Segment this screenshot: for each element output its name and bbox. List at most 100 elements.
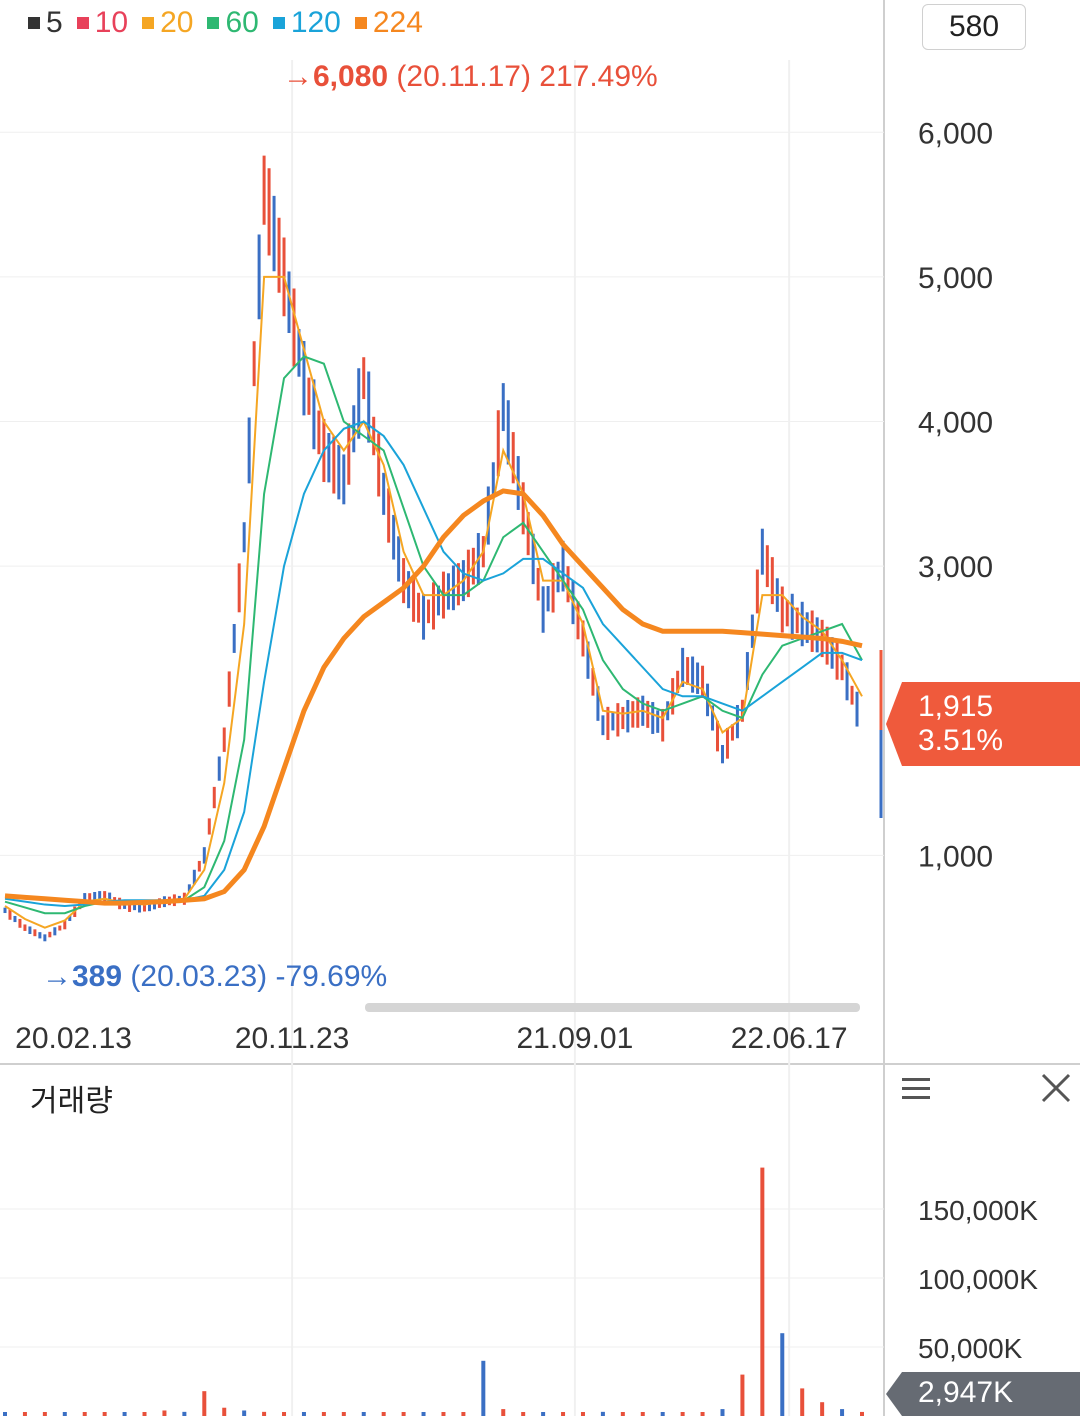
volume-bar	[780, 1333, 785, 1416]
volume-bar	[840, 1409, 845, 1416]
menu-icon[interactable]	[900, 1074, 932, 1104]
volume-bar	[481, 1360, 486, 1416]
legend-swatch	[28, 17, 40, 29]
legend-label: 5	[46, 6, 63, 39]
legend-swatch	[272, 17, 285, 29]
volume-bar	[182, 1411, 187, 1416]
volume-tick-label: 100,000K	[918, 1264, 1038, 1295]
volume-bar	[401, 1412, 406, 1416]
close-icon-glyph	[1041, 1073, 1071, 1103]
volume-bar	[42, 1412, 47, 1416]
volume-bar	[860, 1411, 864, 1416]
volume-bar	[441, 1412, 446, 1416]
legend-item-ma60: 60	[207, 6, 259, 40]
menu-icon-glyph	[902, 1078, 930, 1099]
current-price: 1,915	[918, 690, 994, 723]
high-annotation: →6,080 (20.11.17) 217.49%	[283, 60, 658, 93]
volume-bar	[122, 1412, 127, 1416]
volume-bar	[700, 1412, 705, 1416]
volume-bar	[680, 1412, 685, 1416]
low-value: 389	[72, 960, 122, 993]
volume-tick-label: 50,000K	[918, 1333, 1023, 1364]
current-volume: 2,947K	[918, 1376, 1014, 1409]
volume-bar	[301, 1412, 306, 1416]
volume-bar	[162, 1410, 167, 1416]
volume-bar	[521, 1412, 526, 1416]
volume-bar	[720, 1409, 725, 1416]
current-price-tag: 1,915 3.51%	[886, 682, 1080, 766]
volume-bar	[660, 1412, 665, 1416]
legend-label: 60	[225, 6, 259, 39]
legend-item-ma20: 20	[142, 6, 193, 40]
volume-bar	[640, 1412, 645, 1416]
close-icon[interactable]	[1040, 1072, 1072, 1104]
legend-item-ma5: 5	[28, 6, 63, 40]
volume-bar	[202, 1391, 207, 1416]
volume-bar	[600, 1411, 605, 1416]
volume-bar	[82, 1412, 87, 1416]
volume-bar	[580, 1412, 585, 1416]
legend-item-ma10: 10	[76, 6, 129, 40]
ma-line-120	[4, 420, 863, 908]
legend-swatch	[354, 17, 367, 29]
price-tick-label: 1,000	[918, 840, 993, 873]
volume-bar	[561, 1412, 566, 1416]
legend-item-ma120: 120	[272, 6, 341, 40]
volume-bar	[541, 1412, 546, 1416]
volume-bar	[262, 1411, 267, 1416]
price-tag-text: 1,915 3.51%	[918, 690, 1003, 758]
ma-line-60	[4, 355, 863, 915]
date-tick-label: 22.06.17	[731, 1022, 848, 1055]
high-arrow: →	[283, 60, 313, 93]
volume-bar	[3, 1412, 7, 1416]
volume-bar	[760, 1167, 765, 1416]
current-change-pct: 3.51%	[918, 724, 1004, 757]
ma-line-5	[5, 190, 862, 938]
legend-swatch	[76, 17, 89, 29]
volume-bar	[102, 1412, 107, 1416]
volume-bar	[22, 1412, 27, 1416]
volume-bar	[740, 1374, 745, 1416]
volume-bar	[381, 1412, 386, 1416]
low-arrow: →	[42, 960, 72, 993]
low-date-pct: (20.03.23) -79.69%	[122, 960, 387, 993]
current-volume-tag: 2,947K	[886, 1372, 1080, 1416]
legend-swatch	[207, 17, 220, 29]
date-tick-label: 20.02.13	[15, 1022, 132, 1055]
period-selector[interactable]: 580	[922, 4, 1026, 50]
volume-bar	[820, 1402, 825, 1416]
date-tick-label: 20.11.23	[235, 1022, 350, 1055]
volume-tick-label: 150,000K	[918, 1195, 1038, 1226]
ma-legend: 5 10 20 60 120 224	[28, 6, 423, 40]
volume-tag-shape	[886, 1372, 1080, 1416]
legend-label: 20	[160, 6, 194, 39]
volume-bar	[341, 1412, 346, 1416]
legend-label: 120	[290, 6, 341, 39]
date-tick-label: 21.09.01	[517, 1022, 634, 1055]
legend-item-ma224: 224	[354, 6, 423, 40]
price-tick-label: 4,000	[918, 407, 993, 440]
price-tag-shape	[886, 682, 1080, 766]
volume-bar	[62, 1412, 67, 1416]
scrollbar-thumb[interactable]	[365, 1003, 860, 1012]
low-annotation: →389 (20.03.23) -79.69%	[42, 960, 387, 993]
legend-swatch	[142, 17, 155, 29]
volume-bar	[501, 1409, 506, 1416]
price-tick-label: 5,000	[918, 262, 993, 295]
volume-title: 거래량	[30, 1085, 113, 1118]
volume-bar	[461, 1412, 466, 1416]
price-tick-label: 6,000	[918, 117, 993, 150]
legend-label: 10	[94, 6, 129, 39]
volume-bar	[242, 1410, 247, 1416]
ma-line-224	[4, 488, 863, 906]
legend-label: 224	[372, 6, 423, 39]
volume-bar	[800, 1388, 805, 1416]
volume-bar	[421, 1412, 426, 1416]
high-value: 6,080	[313, 60, 388, 93]
volume-bar	[142, 1412, 147, 1416]
volume-bar	[361, 1412, 366, 1416]
price-tick-label: 3,000	[918, 551, 993, 584]
volume-bar	[620, 1412, 625, 1416]
